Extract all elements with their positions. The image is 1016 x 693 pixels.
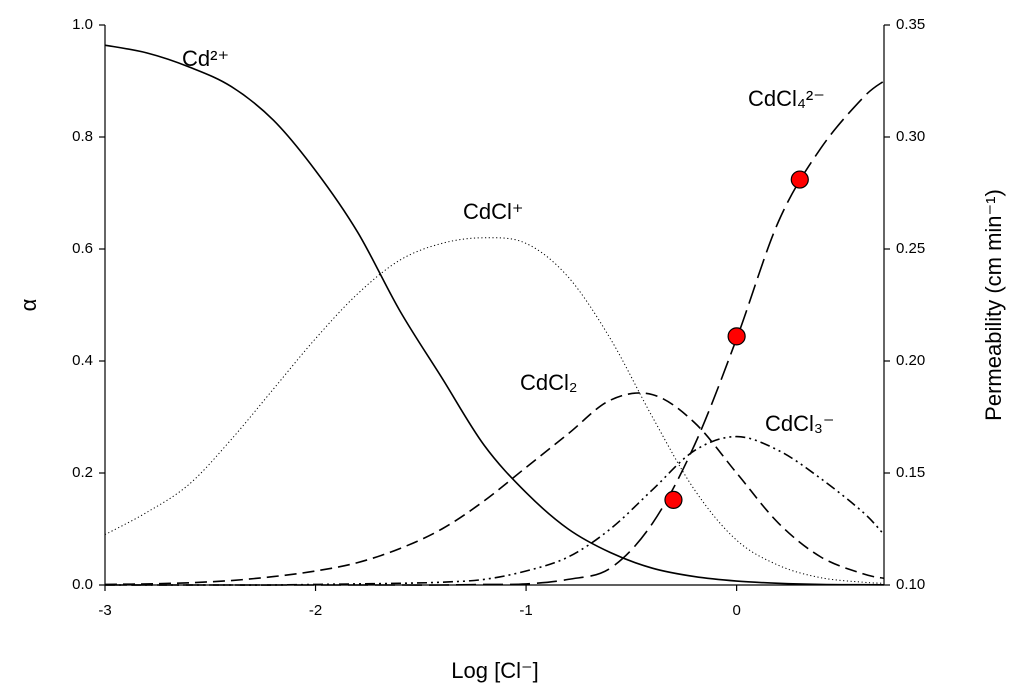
y-tick-label: 0.0 — [72, 576, 93, 593]
x-tick-label: -2 — [309, 602, 322, 619]
series-label: CdCl₂ — [520, 370, 577, 395]
y2-tick-label: 0.20 — [896, 352, 925, 369]
data-point — [727, 327, 746, 346]
series-label: CdCl⁺ — [463, 199, 524, 224]
series-label: Cd²⁺ — [182, 46, 229, 71]
y2-tick-label: 0.15 — [896, 464, 925, 481]
x-tick-label: -3 — [98, 602, 111, 619]
y-tick-label: 0.2 — [72, 464, 93, 481]
series-label: CdCl₄²⁻ — [748, 86, 825, 111]
series-line — [104, 44, 885, 586]
y-tick-label: 1.0 — [72, 16, 93, 33]
y2-tick-label: 0.25 — [896, 240, 925, 257]
y-tick-label: 0.4 — [72, 352, 93, 369]
y2-axis-label: Permeability (cm min⁻¹) — [981, 189, 1006, 421]
y2-tick-label: 0.10 — [896, 576, 925, 593]
data-point — [790, 170, 809, 189]
y-tick-label: 0.8 — [72, 128, 93, 145]
x-axis-label: Log [Cl⁻] — [451, 658, 538, 683]
data-point — [664, 490, 683, 509]
x-tick-label: -1 — [519, 602, 532, 619]
y-tick-label: 0.6 — [72, 240, 93, 257]
series-line — [105, 80, 885, 586]
y2-tick-label: 0.30 — [896, 128, 925, 145]
series-line — [104, 237, 885, 584]
series-line — [104, 392, 885, 586]
y2-tick-label: 0.35 — [896, 16, 925, 33]
series-label: CdCl₃⁻ — [765, 411, 834, 436]
x-tick-label: 0 — [732, 602, 740, 619]
y-axis-label: α — [16, 298, 41, 311]
